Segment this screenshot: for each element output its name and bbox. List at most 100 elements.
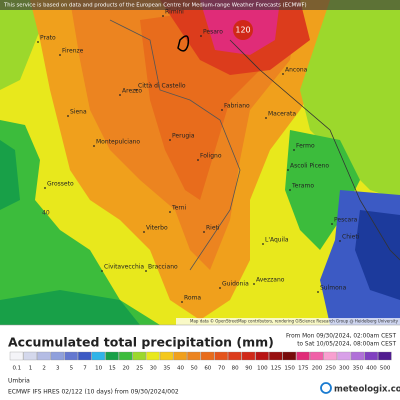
city-label: Bracciano bbox=[148, 264, 178, 271]
legend-label: 2 bbox=[42, 366, 46, 372]
city-label: Firenze bbox=[62, 48, 84, 55]
city-label: Arezzo bbox=[122, 88, 142, 95]
city-dot bbox=[44, 187, 46, 189]
city-label: Prato bbox=[40, 35, 56, 42]
city-label: Fermo bbox=[296, 143, 315, 150]
legend-swatch bbox=[337, 351, 351, 361]
legend: 0.1 1 2 3 5 7 10 15 20 25 30 35 40 50 60 70 80 90 100 125 15… bbox=[9, 351, 392, 372]
city-label: Montepulciano bbox=[96, 139, 140, 146]
city-dot bbox=[162, 15, 164, 17]
city-dot bbox=[331, 223, 333, 225]
field bbox=[355, 210, 400, 300]
city-label: Rimini bbox=[165, 9, 184, 16]
field bbox=[0, 120, 160, 325]
city-dot bbox=[262, 243, 264, 245]
legend-label: 7 bbox=[83, 366, 87, 372]
city-dot bbox=[339, 240, 341, 242]
city-label: Ascoli Piceno bbox=[290, 163, 329, 170]
legend-swatch bbox=[200, 351, 215, 361]
city-label: Avezzano bbox=[256, 277, 285, 284]
city-dot bbox=[37, 41, 39, 43]
field bbox=[285, 130, 360, 250]
legend-label: 350 bbox=[353, 366, 364, 372]
legend-swatch bbox=[282, 351, 297, 361]
city-dot bbox=[203, 231, 205, 233]
brand: meteologix.com bbox=[334, 385, 400, 395]
city-label: Foligno bbox=[200, 153, 222, 160]
attribution: Map data © OpenStreetMap contributors, r… bbox=[190, 319, 399, 324]
city-dot bbox=[169, 139, 171, 141]
banner: This service is based on data and produc… bbox=[3, 3, 307, 9]
city-label: Città di Castello bbox=[138, 83, 186, 90]
city-label: Fabriano bbox=[224, 103, 250, 110]
city-label: Macerata bbox=[268, 111, 296, 118]
legend-swatch bbox=[132, 351, 146, 361]
legend-swatch bbox=[9, 351, 24, 361]
city-label: Siena bbox=[70, 109, 87, 116]
city-label: Rieti bbox=[206, 225, 220, 232]
max-label: 120 bbox=[235, 26, 250, 35]
legend-label: 35 bbox=[163, 366, 170, 372]
legend-swatch bbox=[37, 351, 51, 361]
city-dot bbox=[287, 169, 289, 171]
legend-label: 150 bbox=[284, 366, 295, 372]
legend-swatch bbox=[91, 351, 106, 361]
legend-label: 90 bbox=[245, 366, 252, 372]
city-dot bbox=[59, 54, 61, 56]
city-dot bbox=[145, 270, 147, 272]
city-dot bbox=[169, 211, 171, 213]
city-dot bbox=[282, 73, 284, 75]
legend-label: 125 bbox=[271, 366, 282, 372]
legend-swatch bbox=[23, 351, 37, 361]
field bbox=[0, 290, 140, 325]
city-dot bbox=[253, 283, 255, 285]
model-info: ECMWF IFS HRES 02/122 (10 days) from 09/… bbox=[8, 389, 179, 396]
city-label: Viterbo bbox=[146, 225, 168, 232]
legend-label: 200 bbox=[312, 366, 323, 372]
region: Umbria bbox=[8, 378, 30, 385]
title: Accumulated total precipitation (mm) bbox=[8, 335, 274, 350]
city-labels: Rimini Pesaro Ancona Prato Firenze ArezzoCitt… bbox=[37, 9, 360, 303]
legend-label: 250 bbox=[325, 366, 336, 372]
legend-swatch bbox=[255, 351, 269, 361]
legend-swatch bbox=[214, 351, 228, 361]
city-label: Ancona bbox=[285, 67, 308, 74]
contour bbox=[177, 35, 190, 52]
legend-swatch bbox=[296, 351, 310, 361]
city-dot bbox=[101, 270, 103, 272]
city-dot bbox=[143, 231, 145, 233]
city-dot bbox=[293, 149, 295, 151]
legend-label: 100 bbox=[257, 366, 268, 372]
legend-label: 0.1 bbox=[12, 366, 21, 372]
region-border bbox=[109, 19, 241, 271]
legend-swatch bbox=[228, 351, 242, 361]
city-dot bbox=[181, 301, 183, 303]
city-dot bbox=[93, 145, 95, 147]
city-dot bbox=[265, 117, 267, 119]
legend-label: 175 bbox=[298, 366, 309, 372]
legend-swatch bbox=[187, 351, 201, 361]
city-dot bbox=[197, 159, 199, 161]
legend-swatch bbox=[78, 351, 92, 361]
city-label: Terni bbox=[171, 205, 187, 212]
city-dot bbox=[200, 35, 202, 37]
legend-swatch bbox=[146, 351, 160, 361]
legend-label: 15 bbox=[109, 366, 116, 372]
legend-swatch bbox=[241, 351, 256, 361]
legend-swatch bbox=[309, 351, 324, 361]
map bbox=[0, 0, 400, 325]
field bbox=[0, 140, 20, 210]
legend-label: 60 bbox=[204, 366, 211, 372]
legend-swatch bbox=[159, 351, 174, 361]
legend-label: 70 bbox=[218, 366, 225, 372]
banner-bg bbox=[0, 0, 400, 10]
field bbox=[300, 0, 400, 200]
city-label: Chieti bbox=[342, 234, 360, 241]
local-value: 40 bbox=[42, 210, 50, 217]
legend-swatch bbox=[269, 351, 283, 361]
legend-swatch bbox=[105, 351, 119, 361]
legend-label: 3 bbox=[56, 366, 60, 372]
city-dot bbox=[219, 287, 221, 289]
legend-label: 30 bbox=[150, 366, 157, 372]
